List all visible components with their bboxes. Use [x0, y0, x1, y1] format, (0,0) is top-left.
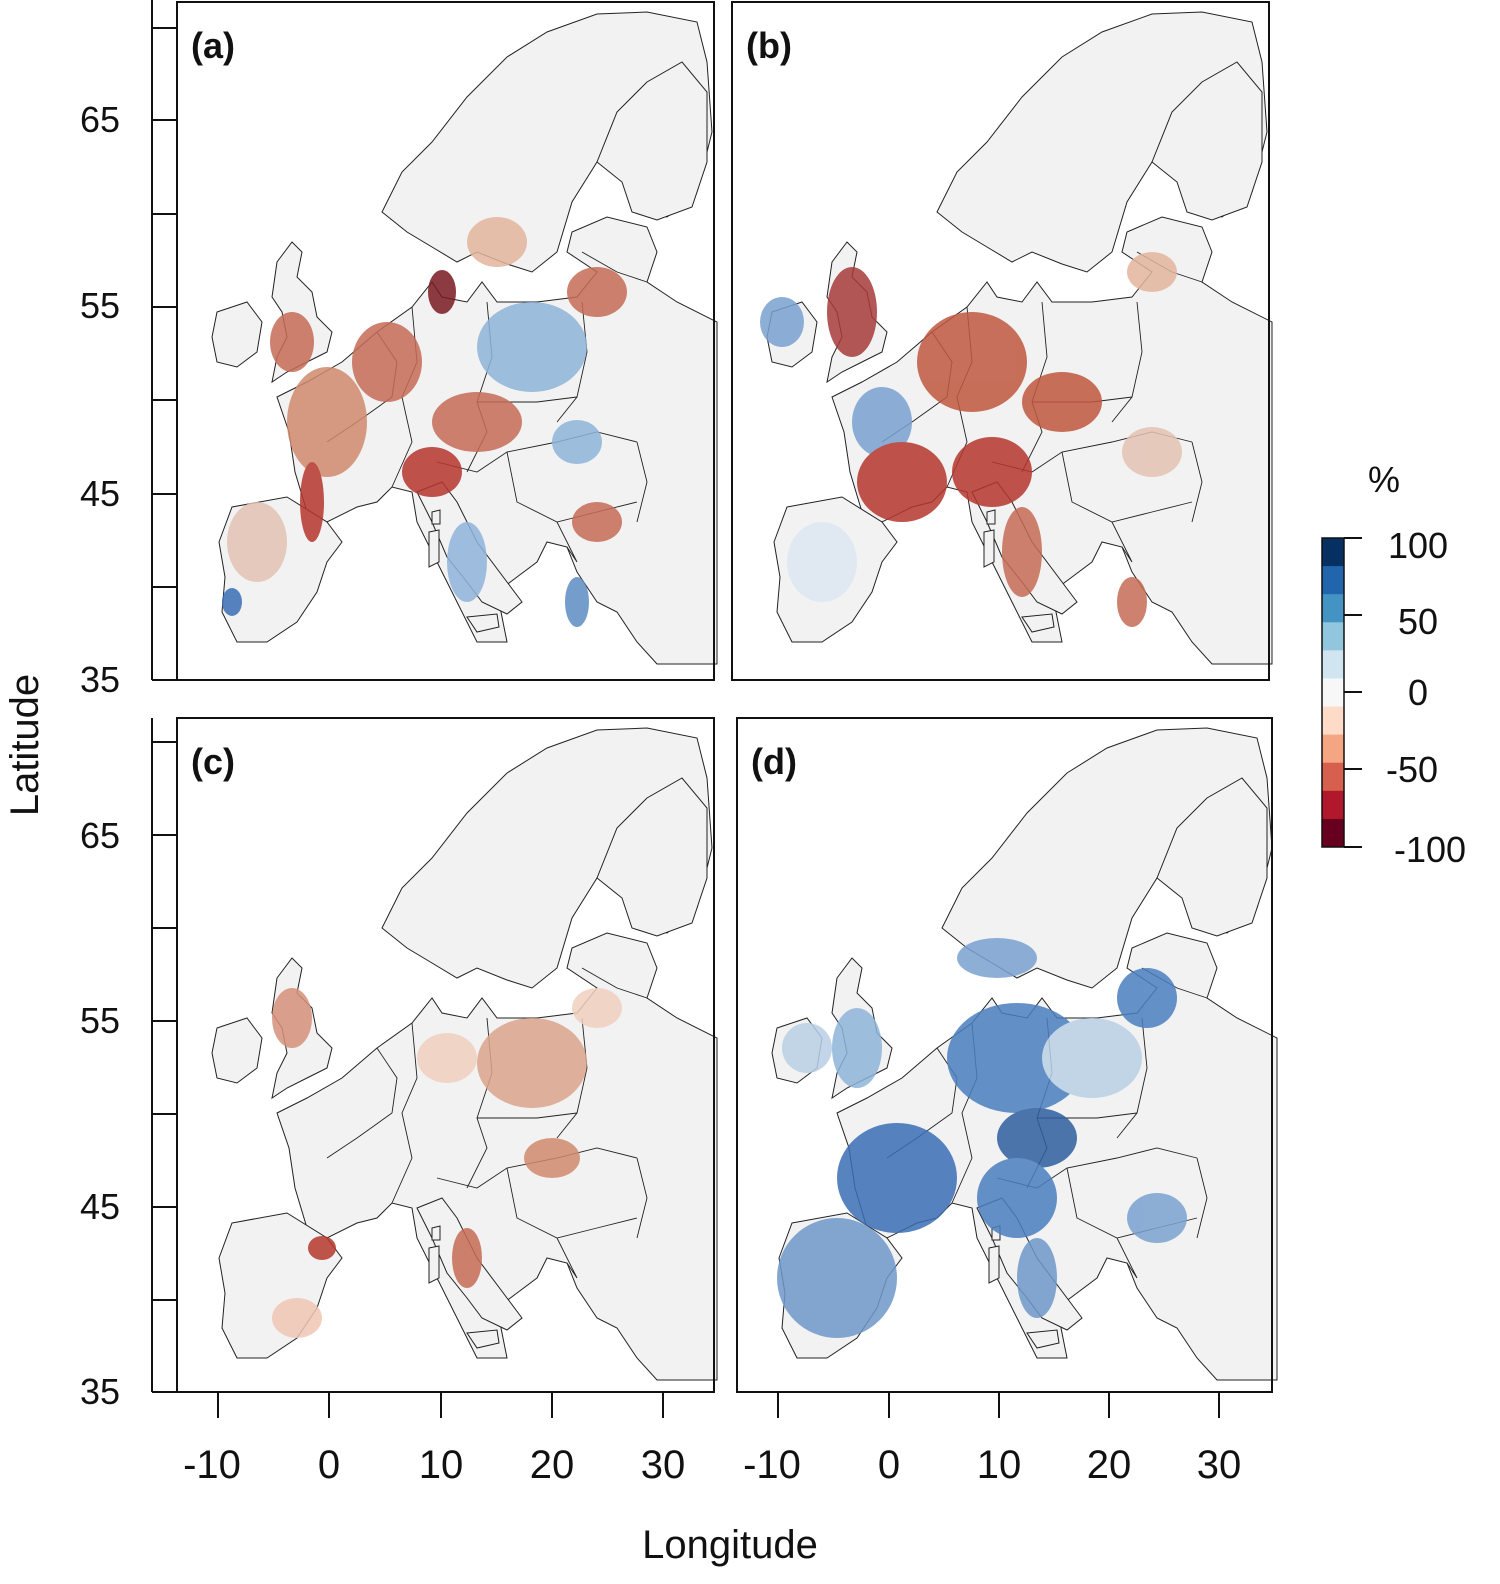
panel-b: (b)	[731, 1, 1273, 681]
x-tick-label: 20	[1087, 1443, 1132, 1487]
colorbar-unit: %	[1368, 459, 1400, 500]
colorbar-band	[1322, 762, 1344, 792]
colorbar-tick-label: 50	[1398, 601, 1438, 642]
panel-label-a: (a)	[191, 25, 235, 66]
x-tick-label: 10	[419, 1443, 464, 1487]
y-tick-label: 35	[80, 1371, 120, 1412]
colorbar-band	[1322, 622, 1344, 651]
y-tick-label: 55	[80, 285, 120, 326]
panel-label-c: (c)	[191, 741, 235, 782]
x-tick-label: 10	[977, 1443, 1022, 1487]
y-axis-bottom	[151, 718, 177, 1393]
panel-a: (a)	[176, 1, 718, 681]
panel-b-anomalies	[760, 252, 1182, 627]
colorbar-band	[1322, 566, 1344, 595]
y-tick-label: 45	[80, 473, 120, 514]
panel-d-anomalies	[777, 938, 1187, 1338]
y-tick-label: 65	[80, 99, 120, 140]
y-axis-top	[151, 0, 177, 681]
panel-d: (d)	[736, 717, 1278, 1393]
panel-c-anomalies	[272, 988, 622, 1338]
colorbar-tick-label: 0	[1408, 672, 1428, 713]
colorbar-band	[1322, 706, 1344, 736]
y-axis-title: Latitude	[3, 674, 47, 816]
y-tick-label: 55	[80, 1000, 120, 1041]
panel-c: (c)	[176, 717, 718, 1393]
panel-label-d: (d)	[751, 741, 797, 782]
colorbar-tick-label: -100	[1394, 829, 1466, 870]
x-axis-title: Longitude	[642, 1523, 818, 1567]
x-tick-label: -10	[183, 1443, 241, 1487]
colorbar-band	[1322, 594, 1344, 623]
x-tick-label: 0	[318, 1443, 340, 1487]
x-tick-label: 30	[641, 1443, 686, 1487]
colorbar-band	[1322, 818, 1344, 848]
colorbar-tick-label: 100	[1388, 525, 1448, 566]
colorbar-tick-label: -50	[1386, 749, 1438, 790]
colorbar-band	[1322, 650, 1344, 679]
x-axis-right	[737, 1391, 1272, 1418]
x-tick-label: -10	[743, 1443, 801, 1487]
colorbar-bands	[1322, 538, 1344, 848]
x-axis-left	[177, 1391, 714, 1418]
panel-a-anomalies	[222, 217, 627, 627]
y-tick-label: 45	[80, 1186, 120, 1227]
y-tick-label: 35	[80, 659, 120, 700]
colorbar-band	[1322, 790, 1344, 820]
colorbar: % 100 50 0 -50 -100	[1321, 459, 1466, 870]
x-tick-label: 0	[878, 1443, 900, 1487]
x-tick-label: 20	[530, 1443, 575, 1487]
panel-label-b: (b)	[746, 25, 792, 66]
colorbar-band	[1322, 538, 1344, 567]
y-tick-label: 65	[80, 815, 120, 856]
colorbar-band	[1322, 734, 1344, 764]
x-tick-label: 30	[1197, 1443, 1242, 1487]
colorbar-band	[1322, 678, 1344, 708]
